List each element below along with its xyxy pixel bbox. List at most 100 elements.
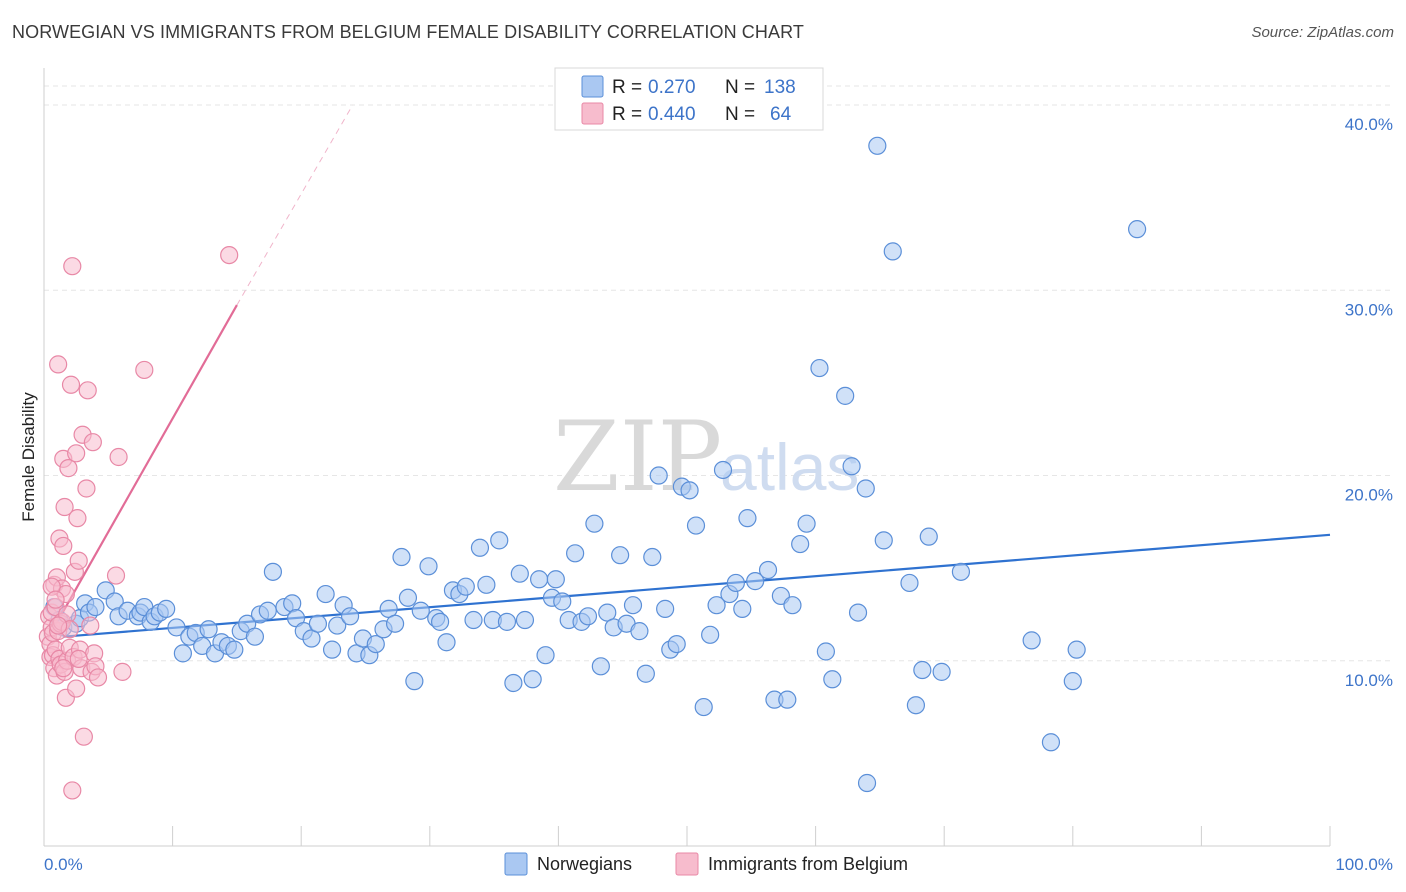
norwegians-point-113 [783,596,802,615]
norwegians-point-56 [411,601,430,620]
norwegians-point-63 [456,577,475,596]
norwegians-point-78 [553,592,572,611]
belgium-point-34 [63,257,82,276]
norwegians-point-91 [636,664,655,683]
norwegians-point-34 [263,562,283,581]
norwegians-point-18 [157,599,176,618]
watermark: ZIP atlas [553,401,859,513]
norwegians-point-92 [643,547,662,567]
bottom-legend-label-belgium: Immigrants from Belgium [708,854,908,874]
norwegians-point-114 [791,534,810,554]
legend-swatch-belgium [581,102,604,125]
trend-line-belgium [46,304,238,640]
norwegians-point-73 [523,670,542,689]
norwegians-point-7 [86,597,105,617]
belgium-point-40 [68,509,87,528]
legend-n-label-1: N = [725,77,755,98]
norwegians-point-59 [430,612,450,631]
norwegians-point-42 [322,640,342,659]
norwegians-point-96 [667,634,686,654]
belgium-point-53 [88,668,108,687]
norwegians-point-123 [868,136,887,155]
y-tick-label-10: 10.0% [1345,671,1393,690]
norwegians-point-112 [778,690,797,709]
norwegians-point-109 [758,560,778,580]
norwegians-point-127 [906,696,926,715]
bottom-legend-swatch-belgium [675,852,699,876]
legend-n-value-1: 138 [764,77,796,98]
norwegians-point-19 [167,618,186,637]
norwegians-point-134 [1063,672,1082,691]
norwegians-point-128 [913,660,932,680]
norwegians-point-100 [694,697,713,717]
norwegians-point-66 [477,575,496,594]
legend-r-label-1: R = [612,77,642,98]
y-tick-label-20: 20.0% [1345,486,1393,505]
norwegians-point-83 [585,514,604,533]
norwegians-point-57 [419,557,438,576]
legend-r-value-2: 0.440 [648,104,696,125]
norwegians-point-129 [919,527,938,546]
norwegians-point-122 [856,479,875,498]
norwegians-point-60 [437,633,456,652]
norwegians-point-52 [385,614,405,633]
watermark-atlas: atlas [720,430,859,504]
norwegians-point-137 [1127,220,1147,239]
norwegians-point-49 [366,634,385,654]
belgium-point-48 [81,616,100,635]
belgium-points [38,245,239,800]
norwegians-point-80 [566,544,585,563]
norwegians-point-133 [1041,733,1061,752]
norwegians-point-55 [405,672,424,691]
trend-line-belgium-extension [236,104,354,306]
belgium-point-54 [106,566,126,585]
norwegians-point-68 [490,531,509,550]
belgium-point-58 [220,245,239,265]
norwegians-point-70 [504,673,523,693]
norwegians-point-93 [649,466,668,485]
norwegians-point-90 [630,622,649,641]
norwegians-point-87 [611,546,630,565]
belgium-point-33 [61,375,81,394]
norwegians-point-65 [470,538,490,557]
norwegians-point-118 [823,670,842,689]
norwegians-point-124 [874,531,893,550]
belgium-point-50 [83,433,102,452]
legend-n-label-2: N = [725,104,755,125]
norwegians-point-84 [591,657,610,676]
belgium-point-56 [113,662,132,681]
trend-lines [46,104,1331,640]
norwegians-point-31 [245,627,265,646]
norwegians-point-131 [951,562,971,581]
norwegians-point-135 [1067,640,1086,659]
norwegians-point-115 [797,514,816,533]
norwegians-point-132 [1022,631,1041,650]
belgium-point-47 [78,381,97,400]
norwegians-point-101 [701,625,720,644]
belgium-point-39 [67,444,86,463]
belgium-point-38 [67,679,86,698]
norwegians-point-54 [398,588,418,607]
legend-swatch-norwegians [581,75,604,98]
y-tick-label-40: 40.0% [1345,115,1393,134]
norwegians-point-106 [733,599,752,618]
norwegians-point-40 [308,614,328,633]
belgium-point-61 [49,616,68,635]
belgium-point-46 [77,479,96,498]
belgium-point-35 [63,781,82,800]
chart-title: NORWEGIAN VS IMMIGRANTS FROM BELGIUM FEM… [12,22,804,42]
grid-lines [44,85,1393,662]
norwegians-point-98 [680,481,699,500]
source-label: Source: ZipAtlas.com [1251,24,1394,41]
norwegians-point-41 [316,584,335,604]
norwegians-point-130 [932,662,951,681]
bottom-legend-label-norwegians: Norwegians [537,854,632,874]
norwegians-point-20 [173,644,192,663]
norwegians-point-74 [530,570,549,589]
belgium-point-60 [46,590,65,609]
norwegians-point-102 [707,596,726,615]
bottom-legend: Norwegians Immigrants from Belgium [504,852,908,876]
norwegians-point-77 [546,570,565,589]
norwegians-point-53 [392,547,411,567]
